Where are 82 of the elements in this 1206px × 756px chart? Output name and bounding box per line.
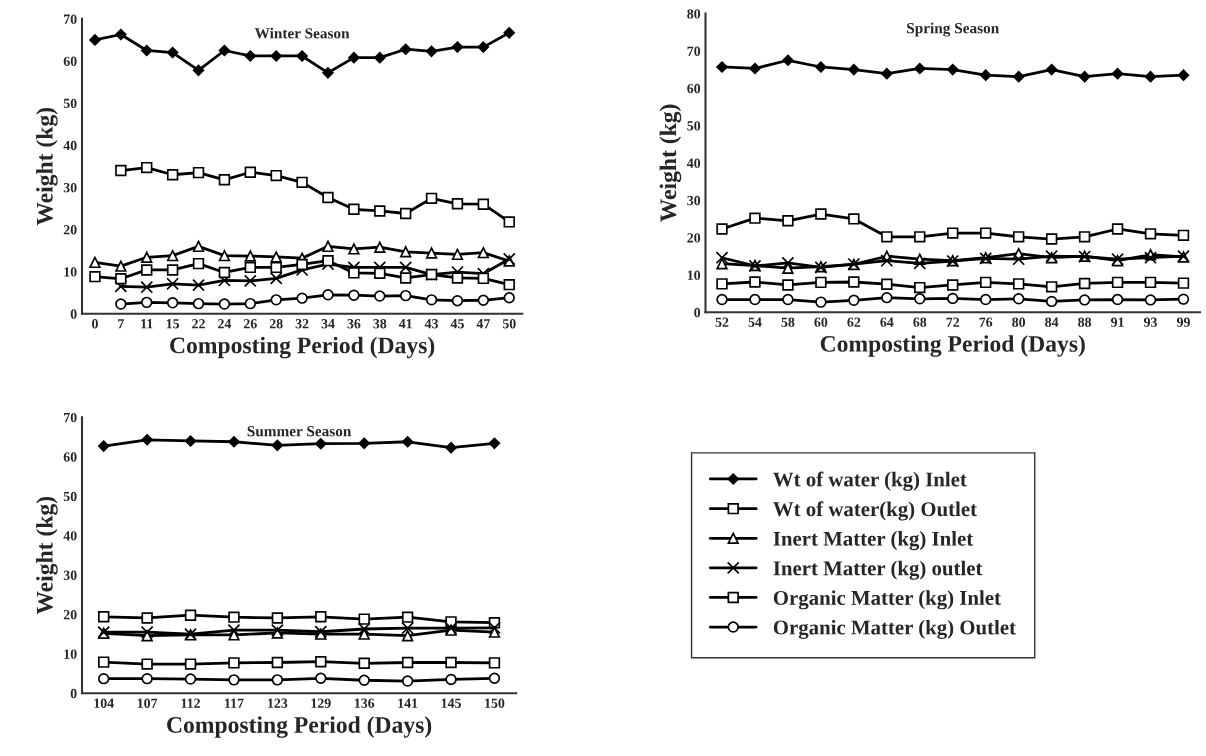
y-tick-label: 70	[64, 14, 77, 24]
x-tick-label: 50	[502, 319, 516, 329]
y-tick-label: 0	[70, 309, 77, 319]
x-tick-label: 60	[814, 317, 828, 327]
x-tick-label: 15	[166, 319, 180, 329]
chart-title: Summer Season	[247, 426, 352, 437]
x-tick-label: 36	[347, 319, 361, 329]
x-tick-label: 11	[141, 319, 153, 329]
x-axis-title: Composting Period (Days)	[170, 336, 435, 359]
chart-title: Winter Season	[254, 27, 350, 39]
y-tick-label: 40	[686, 158, 701, 168]
x-tick-label: 91	[1111, 317, 1124, 327]
x-tick-label: 24	[218, 319, 232, 329]
x-tick-label: 38	[373, 319, 387, 329]
x-tick-label: 7	[118, 319, 124, 329]
legend-label: Organic Matter (kg) Inlet	[773, 590, 1001, 610]
y-tick-label: 30	[63, 182, 77, 193]
x-tick-label: 129	[311, 698, 331, 708]
x-tick-label: 93	[1143, 317, 1157, 327]
y-tick-label: 10	[687, 270, 701, 280]
x-tick-label: 54	[748, 317, 762, 327]
x-tick-label: 80	[1012, 317, 1026, 327]
x-tick-label: 52	[715, 317, 729, 327]
y-tick-label: 10	[64, 267, 77, 277]
y-tick-label: 70	[64, 412, 77, 423]
x-tick-label: 28	[269, 319, 283, 329]
x-tick-label: 64	[880, 317, 894, 327]
x-tick-label: 47	[476, 319, 490, 329]
y-tick-label: 0	[70, 688, 77, 699]
x-tick-label: 150	[485, 698, 505, 708]
y-tick-label: 50	[687, 121, 701, 131]
x-tick-label: 76	[979, 317, 993, 327]
x-tick-label: 58	[781, 317, 795, 327]
y-axis-title: Weight (kg)	[659, 104, 682, 222]
y-axis-title: Weight (kg)	[36, 496, 58, 615]
y-tick-label: 80	[687, 9, 701, 19]
y-tick-label: 60	[687, 83, 701, 94]
x-tick-label: 26	[243, 319, 257, 329]
y-tick-label: 30	[687, 195, 701, 206]
x-tick-label: 22	[192, 319, 205, 329]
x-tick-label: 123	[268, 698, 288, 708]
y-axis-title: Weight (kg)	[36, 108, 58, 226]
x-tick-label: 99	[1176, 317, 1190, 327]
x-tick-label: 84	[1045, 317, 1059, 327]
y-tick-label: 50	[63, 491, 77, 502]
y-tick-label: 30	[63, 570, 77, 580]
x-tick-label: 0	[92, 319, 98, 329]
x-tick-label: 43	[424, 319, 439, 329]
x-tick-label: 117	[225, 698, 244, 708]
y-tick-label: 10	[64, 649, 77, 659]
x-tick-label: 141	[398, 698, 418, 708]
x-tick-label: 68	[913, 317, 927, 327]
y-tick-label: 70	[687, 46, 701, 56]
x-tick-label: 136	[354, 698, 375, 708]
x-tick-label: 145	[441, 698, 461, 708]
x-tick-label: 112	[181, 698, 200, 708]
x-tick-label: 32	[295, 319, 309, 329]
x-tick-label: 107	[137, 698, 158, 708]
x-axis-title: Composting Period (Days)	[167, 716, 432, 738]
legend-label: Inert Matter (kg) outlet	[773, 560, 983, 580]
y-tick-label: 50	[63, 98, 77, 109]
x-tick-label: 45	[450, 319, 464, 329]
legend-label: Inert Matter (kg) Inlet	[773, 531, 974, 551]
x-tick-label: 62	[847, 317, 861, 327]
legend-label: Organic Matter (kg) Outlet	[773, 619, 1016, 639]
y-tick-label: 40	[63, 531, 77, 541]
x-tick-label: 88	[1078, 317, 1092, 327]
x-tick-label: 104	[94, 698, 114, 708]
y-tick-label: 20	[63, 225, 77, 235]
y-tick-label: 20	[63, 609, 77, 620]
text: Spring Season	[907, 22, 999, 37]
y-tick-label: 60	[63, 452, 77, 462]
y-tick-label: 60	[63, 56, 77, 66]
y-tick-label: 0	[694, 307, 701, 318]
x-axis-title: Composting Period (Days)	[820, 335, 1085, 357]
y-tick-label: 20	[687, 233, 701, 243]
legend-label: Wt of water (kg) Inlet	[773, 471, 967, 491]
legend-label: Wt of water(kg) Outlet	[773, 501, 977, 521]
x-tick-label: 72	[946, 317, 960, 327]
y-tick-label: 40	[63, 140, 77, 151]
x-tick-label: 41	[398, 319, 412, 329]
x-tick-label: 34	[321, 319, 335, 329]
